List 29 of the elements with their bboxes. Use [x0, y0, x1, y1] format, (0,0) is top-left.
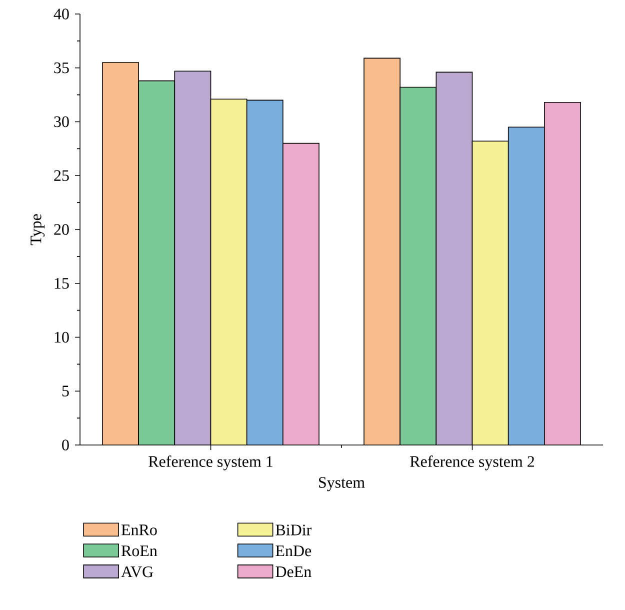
- bar: [246, 100, 283, 445]
- legend-label: DeEn: [276, 566, 312, 578]
- bar: [102, 62, 139, 445]
- legend-label: EnRo: [121, 524, 157, 536]
- y-tick-label: 5: [62, 386, 69, 396]
- y-tick-label: 10: [54, 332, 69, 343]
- bar: [364, 58, 400, 445]
- bar: [508, 126, 545, 445]
- y-tick-label: 35: [54, 62, 69, 74]
- bar: [174, 71, 211, 445]
- y-axis-title: Type: [30, 214, 45, 246]
- x-tick-label: Reference system 2: [410, 456, 534, 470]
- bar: [436, 72, 473, 445]
- y-tick-label: 30: [54, 116, 69, 128]
- y-tick-label: 25: [54, 170, 69, 181]
- y-tick-label: 15: [54, 278, 69, 289]
- y-tick-label: 20: [54, 224, 69, 235]
- bar: [210, 99, 247, 445]
- bar: [544, 102, 581, 445]
- y-tick-label: 40: [54, 8, 69, 20]
- legend-label: BiDir: [276, 524, 312, 536]
- bar: [282, 143, 320, 445]
- legend-label: AVG: [121, 566, 154, 578]
- bar: [472, 140, 509, 445]
- legend-label: RoEn: [121, 546, 158, 556]
- y-tick-label: 0: [62, 440, 69, 450]
- legend-label: EnDe: [276, 546, 312, 556]
- x-tick-label: Reference system 1: [148, 456, 272, 470]
- x-axis-title: System: [319, 477, 365, 492]
